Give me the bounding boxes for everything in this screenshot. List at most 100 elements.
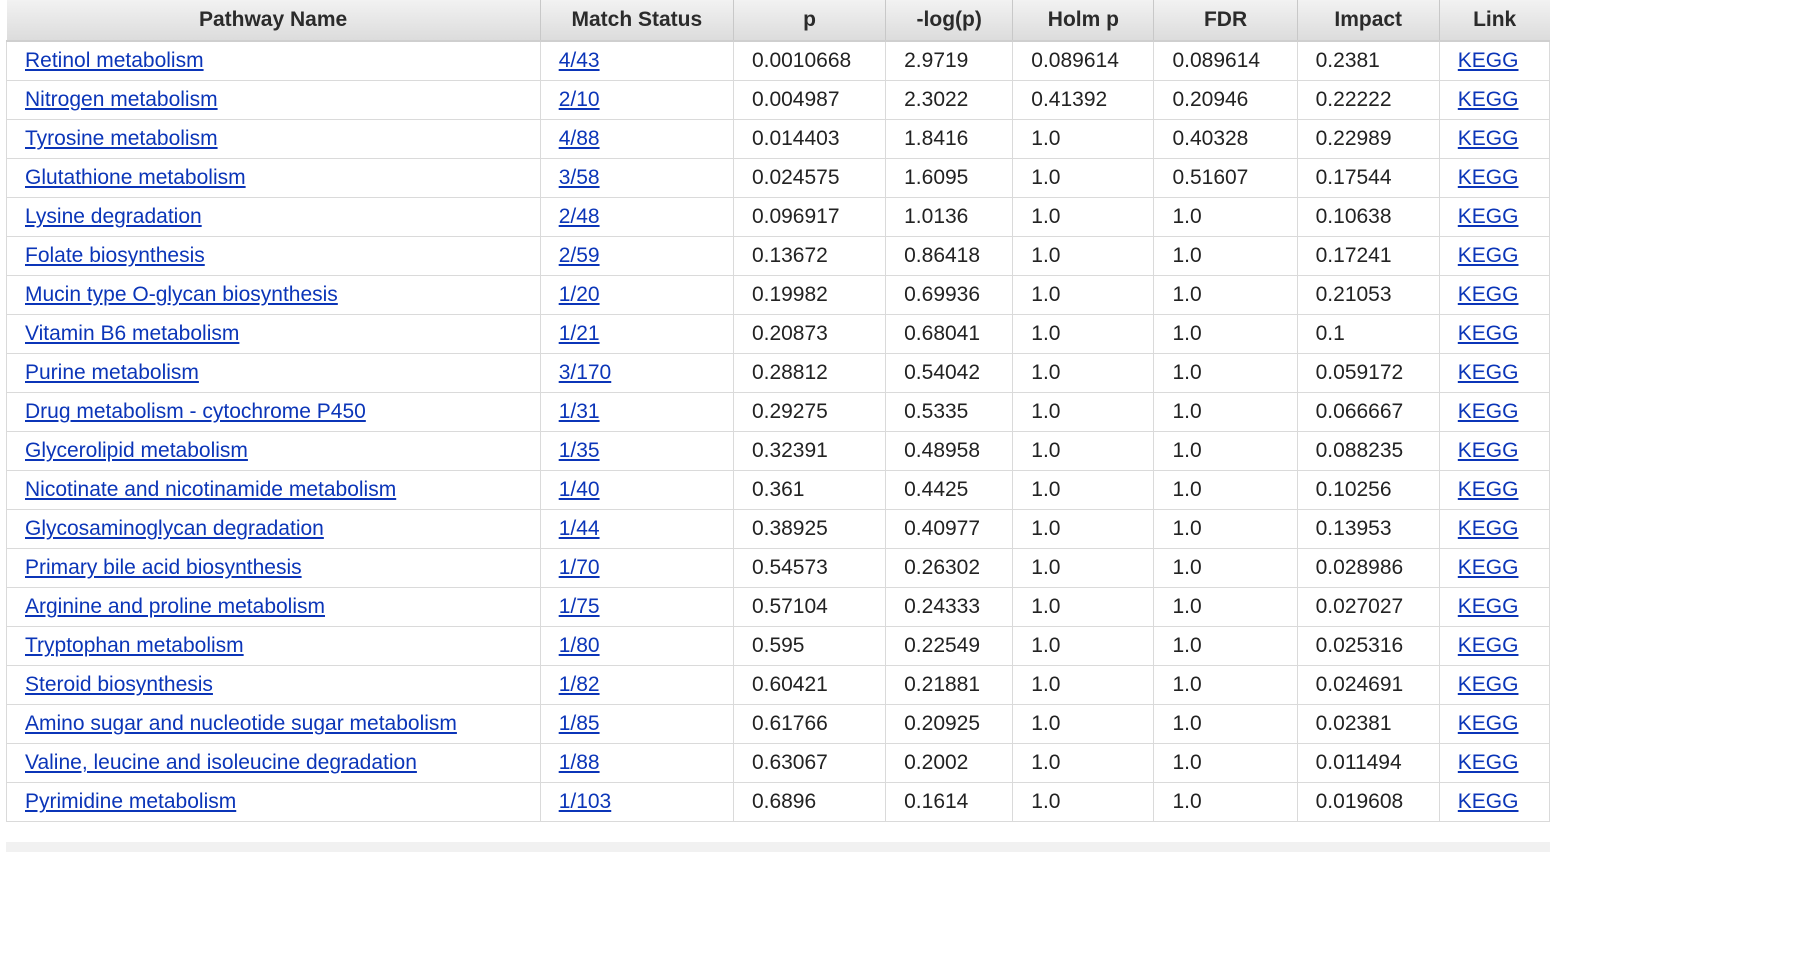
match-status-link[interactable]: 1/31 [558,400,600,423]
match-status-link[interactable]: 1/70 [558,556,600,579]
table-row: Nicotinate and nicotinamide metabolism 1/… [6,470,1551,510]
kegg-link[interactable]: KEGG [1457,400,1519,423]
impact-cell: 0.025316 [1296,626,1440,666]
logp-cell: 1.8416 [885,119,1014,159]
holm-cell: 1.0 [1012,548,1155,588]
kegg-link[interactable]: KEGG [1457,88,1519,111]
match-status-link[interactable]: 2/48 [558,205,600,228]
holm-cell: 1.0 [1012,197,1155,237]
match-cell: 1/82 [539,665,734,705]
pathway-name-link[interactable]: Valine, leucine and isoleucine degradati… [25,751,417,774]
table-row: Retinol metabolism 4/43 0.0010668 2.9719 0.0… [6,40,1551,81]
table-row: Pyrimidine metabolism 1/103 0.6896 0.1614 1.… [6,782,1551,822]
kegg-link[interactable]: KEGG [1457,790,1519,813]
match-status-link[interactable]: 3/58 [558,166,600,189]
kegg-link[interactable]: KEGG [1457,322,1519,345]
holm-cell: 1.0 [1012,119,1155,159]
kegg-link[interactable]: KEGG [1457,478,1519,501]
impact-cell: 0.13953 [1296,509,1440,549]
match-status-link[interactable]: 1/88 [558,751,600,774]
pathway-name-link[interactable]: Glycerolipid metabolism [25,439,248,462]
pathway-name-link[interactable]: Mucin type O-glycan biosynthesis [25,283,338,306]
pathway-name-link[interactable]: Vitamin B6 metabolism [25,322,240,345]
pathway-name-link[interactable]: Arginine and proline metabolism [25,595,325,618]
kegg-link[interactable]: KEGG [1457,49,1519,72]
name-cell: Arginine and proline metabolism [6,587,541,627]
link-cell: KEGG [1438,704,1551,744]
match-status-link[interactable]: 1/80 [558,634,600,657]
pathway-name-link[interactable]: Steroid biosynthesis [25,673,213,696]
p-value: 0.63067 [751,751,828,774]
kegg-link[interactable]: KEGG [1457,517,1519,540]
kegg-link[interactable]: KEGG [1457,166,1519,189]
match-status-link[interactable]: 1/82 [558,673,600,696]
match-status-link[interactable]: 3/170 [558,361,612,384]
logp-cell: 0.2002 [885,743,1014,783]
pathway-name-link[interactable]: Nicotinate and nicotinamide metabolism [25,478,397,501]
pathway-name-link[interactable]: Nitrogen metabolism [25,88,218,111]
pathway-name-link[interactable]: Amino sugar and nucleotide sugar metabol… [25,712,457,735]
logp-cell: 0.1614 [885,782,1014,822]
header-link[interactable]: Link [1438,0,1550,42]
kegg-link[interactable]: KEGG [1457,439,1519,462]
pathway-name-link[interactable]: Primary bile acid biosynthesis [25,556,302,579]
kegg-link[interactable]: KEGG [1457,127,1519,150]
logp-cell: 0.48958 [885,431,1014,471]
match-status-link[interactable]: 4/43 [558,49,600,72]
holm-cell: 1.0 [1012,782,1155,822]
neg-log-p-value: 0.21881 [904,673,981,696]
p-cell: 0.28812 [732,353,887,393]
match-status-link[interactable]: 1/40 [558,478,600,501]
kegg-link[interactable]: KEGG [1457,712,1519,735]
pathway-name-link[interactable]: Drug metabolism - cytochrome P450 [25,400,366,423]
header-holm-p[interactable]: Holm p [1012,0,1154,42]
kegg-link[interactable]: KEGG [1457,634,1519,657]
kegg-link[interactable]: KEGG [1457,673,1519,696]
kegg-link[interactable]: KEGG [1457,361,1519,384]
p-cell: 0.60421 [732,665,887,705]
match-cell: 1/40 [539,470,734,510]
pathway-name-link[interactable]: Folate biosynthesis [25,244,205,267]
kegg-link[interactable]: KEGG [1457,205,1519,228]
match-status-link[interactable]: 4/88 [558,127,600,150]
kegg-link[interactable]: KEGG [1457,283,1519,306]
name-cell: Primary bile acid biosynthesis [6,548,541,588]
pathway-name-link[interactable]: Lysine degradation [25,205,202,228]
header-p[interactable]: p [732,0,886,42]
header-neg-log-p[interactable]: -log(p) [885,0,1013,42]
pathway-name-link[interactable]: Tryptophan metabolism [25,634,244,657]
match-status-link[interactable]: 1/21 [558,322,600,345]
kegg-link[interactable]: KEGG [1457,556,1519,579]
p-value: 0.61766 [751,712,828,735]
pathway-name-link[interactable]: Glutathione metabolism [25,166,246,189]
match-status-link[interactable]: 1/75 [558,595,600,618]
header-pathway-name[interactable]: Pathway Name [6,0,541,42]
match-status-link[interactable]: 2/10 [558,88,600,111]
impact-value: 0.088235 [1315,439,1404,462]
pathway-name-link[interactable]: Pyrimidine metabolism [25,790,237,813]
match-status-link[interactable]: 1/85 [558,712,600,735]
fdr-cell: 1.0 [1153,587,1298,627]
name-cell: Glycosaminoglycan degradation [6,509,541,549]
match-status-link[interactable]: 1/44 [558,517,600,540]
impact-value: 0.059172 [1315,361,1404,384]
pathway-name-link[interactable]: Tyrosine metabolism [25,127,218,150]
fdr-value: 1.0 [1172,751,1202,774]
header-impact[interactable]: Impact [1296,0,1440,42]
kegg-link[interactable]: KEGG [1457,244,1519,267]
kegg-link[interactable]: KEGG [1457,595,1519,618]
neg-log-p-value: 0.5335 [904,400,969,423]
logp-cell: 0.22549 [885,626,1014,666]
match-status-link[interactable]: 2/59 [558,244,600,267]
header-match-status[interactable]: Match Status [539,0,734,42]
match-status-link[interactable]: 1/103 [558,790,612,813]
match-status-link[interactable]: 1/35 [558,439,600,462]
pathway-name-link[interactable]: Retinol metabolism [25,49,204,72]
kegg-link[interactable]: KEGG [1457,751,1519,774]
logp-cell: 1.0136 [885,197,1014,237]
pathway-name-link[interactable]: Glycosaminoglycan degradation [25,517,324,540]
link-cell: KEGG [1438,782,1551,822]
match-status-link[interactable]: 1/20 [558,283,600,306]
header-fdr[interactable]: FDR [1153,0,1298,42]
pathway-name-link[interactable]: Purine metabolism [25,361,199,384]
